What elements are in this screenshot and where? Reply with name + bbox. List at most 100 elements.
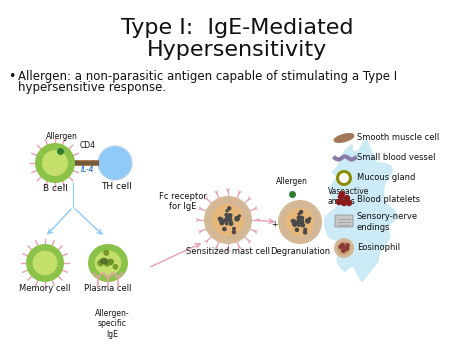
Polygon shape — [325, 140, 397, 281]
Circle shape — [346, 247, 348, 250]
Text: Blood platelets: Blood platelets — [357, 196, 420, 204]
Circle shape — [104, 251, 109, 255]
Circle shape — [292, 219, 294, 223]
Circle shape — [232, 231, 236, 234]
Text: Sensory-nerve
endings: Sensory-nerve endings — [357, 212, 418, 232]
Circle shape — [109, 259, 113, 263]
Text: Plasma cell: Plasma cell — [84, 284, 132, 293]
Circle shape — [293, 223, 296, 226]
Text: B cell: B cell — [43, 184, 67, 193]
FancyBboxPatch shape — [335, 215, 353, 227]
Ellipse shape — [100, 258, 108, 263]
Circle shape — [292, 222, 297, 226]
Circle shape — [344, 247, 346, 251]
Text: Eosinophil: Eosinophil — [357, 244, 400, 252]
Text: hypersensitive response.: hypersensitive response. — [18, 81, 166, 94]
Circle shape — [341, 244, 344, 247]
Text: TH cell: TH cell — [101, 182, 132, 191]
Circle shape — [345, 247, 348, 250]
Circle shape — [295, 228, 299, 231]
Circle shape — [104, 261, 108, 265]
Circle shape — [109, 260, 113, 264]
Text: Allergen: Allergen — [46, 132, 78, 141]
Circle shape — [298, 213, 300, 215]
Text: Smooth muscle cell: Smooth muscle cell — [357, 133, 439, 142]
Circle shape — [341, 201, 346, 206]
Circle shape — [229, 222, 233, 225]
Circle shape — [238, 215, 240, 217]
Circle shape — [225, 214, 228, 217]
Circle shape — [303, 231, 307, 234]
Circle shape — [300, 211, 302, 213]
Circle shape — [226, 223, 228, 225]
Circle shape — [113, 265, 118, 269]
Text: Allergen: a non-parasitic antigen capable of stimulating a Type I: Allergen: a non-parasitic antigen capabl… — [18, 70, 397, 83]
Circle shape — [306, 219, 310, 223]
Circle shape — [345, 196, 349, 201]
Circle shape — [338, 195, 344, 200]
Text: Small blood vessel: Small blood vessel — [357, 153, 436, 163]
Circle shape — [297, 220, 301, 224]
Circle shape — [228, 214, 232, 218]
Circle shape — [345, 247, 348, 250]
Circle shape — [219, 217, 221, 220]
Circle shape — [301, 221, 304, 223]
Circle shape — [339, 191, 345, 197]
Circle shape — [107, 260, 111, 265]
Circle shape — [98, 146, 133, 180]
Circle shape — [341, 245, 345, 248]
Text: Mucous gland: Mucous gland — [357, 174, 415, 182]
Circle shape — [342, 249, 346, 252]
Circle shape — [309, 217, 311, 219]
Circle shape — [225, 218, 229, 222]
Text: IL-4: IL-4 — [81, 165, 95, 174]
Text: Allergen-
specific
IgE: Allergen- specific IgE — [95, 309, 129, 339]
Circle shape — [212, 204, 244, 236]
Circle shape — [278, 200, 322, 244]
Circle shape — [299, 219, 303, 223]
Text: •: • — [8, 70, 15, 83]
Circle shape — [339, 245, 342, 248]
Circle shape — [227, 215, 230, 219]
Circle shape — [35, 143, 75, 183]
Text: Sensitized mast cell: Sensitized mast cell — [186, 247, 270, 256]
Circle shape — [346, 244, 349, 247]
Text: Allergen: Allergen — [276, 177, 308, 186]
Circle shape — [342, 249, 345, 252]
Circle shape — [99, 147, 131, 179]
Circle shape — [304, 228, 307, 231]
Circle shape — [334, 238, 354, 258]
Circle shape — [293, 220, 295, 222]
Circle shape — [33, 251, 57, 275]
Circle shape — [235, 217, 239, 221]
Circle shape — [337, 200, 341, 204]
Circle shape — [226, 210, 228, 212]
Circle shape — [98, 260, 103, 266]
Text: Degranulation: Degranulation — [270, 247, 330, 256]
Circle shape — [346, 201, 352, 206]
Circle shape — [336, 170, 352, 186]
Circle shape — [26, 244, 64, 282]
Circle shape — [286, 208, 314, 236]
Circle shape — [229, 219, 232, 222]
Circle shape — [228, 207, 231, 210]
Ellipse shape — [95, 251, 121, 275]
Ellipse shape — [334, 134, 354, 142]
Circle shape — [298, 221, 300, 223]
Text: Hypersensitivity: Hypersensitivity — [147, 40, 327, 60]
Circle shape — [233, 228, 235, 230]
Circle shape — [298, 224, 300, 226]
Ellipse shape — [88, 244, 128, 282]
Circle shape — [339, 173, 349, 183]
Circle shape — [297, 216, 300, 219]
Circle shape — [220, 218, 223, 220]
Circle shape — [204, 196, 252, 244]
Circle shape — [337, 241, 350, 255]
Text: CD4: CD4 — [80, 141, 96, 150]
Circle shape — [301, 223, 304, 227]
Circle shape — [226, 219, 228, 222]
Text: + Allergen: + Allergen — [272, 220, 313, 229]
Circle shape — [299, 217, 302, 221]
Circle shape — [105, 262, 109, 266]
Text: Memory cell: Memory cell — [19, 284, 71, 293]
